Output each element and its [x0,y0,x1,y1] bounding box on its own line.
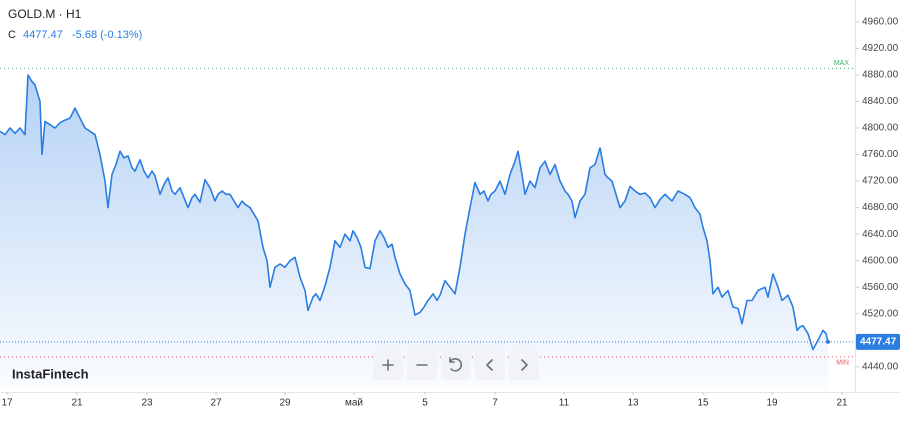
x-tick-label: 21 [71,398,83,409]
min-line-label: MIN [836,360,849,367]
y-tick-label: 4440.00 [862,361,899,372]
scroll-right-button[interactable] [509,350,539,380]
price-line [0,74,829,351]
x-tick-label: 23 [141,398,153,409]
x-tick-label: 13 [627,398,639,409]
y-tick-label: 4720.00 [862,176,899,187]
y-tick-label: 4840.00 [862,96,899,107]
price-tag [856,333,900,350]
close-value: 4477.47 [23,29,63,41]
y-tick-label: 4880.00 [862,70,899,81]
chart-title: GOLD.M · H1 [8,7,82,21]
price-tag-label: 4477.47 [860,337,897,348]
y-tick-label: 4680.00 [862,202,899,213]
y-tick-label: 4560.00 [862,282,899,293]
zoom-out-button[interactable] [407,350,437,380]
reset-button[interactable] [441,350,471,380]
y-tick-label: 4800.00 [862,123,899,134]
plot-area [0,67,855,391]
close-prefix: C [8,29,16,41]
max-line-label: MAX [834,60,850,67]
x-tick-label: 5 [422,398,428,409]
zoom-in-button[interactable] [373,350,403,380]
y-tick-label: 4760.00 [862,149,899,160]
scroll-left-button[interactable] [475,350,505,380]
area-fill [0,74,828,391]
change-value: -5.68 (-0.13%) [72,29,142,41]
x-tick-label: 11 [559,398,570,409]
x-tick-label: 7 [492,398,498,409]
y-tick-label: 4520.00 [862,308,899,319]
y-tick-label: 4920.00 [862,43,899,54]
y-tick-label: 4640.00 [862,229,899,240]
x-tick-label: 27 [210,398,222,409]
x-tick-label: 15 [697,398,709,409]
x-tick-label: 19 [766,398,778,409]
y-tick-label: 4960.00 [862,17,899,28]
x-tick-label: 17 [1,398,13,409]
last-point [826,339,830,344]
toolbar [373,350,539,380]
y-tick-label: 4600.00 [862,255,899,266]
x-tick-label: 21 [836,398,848,409]
x-tick-label: 29 [279,398,291,409]
x-tick-label: май [345,398,363,409]
brand-logo: InstaFintech [12,366,89,381]
